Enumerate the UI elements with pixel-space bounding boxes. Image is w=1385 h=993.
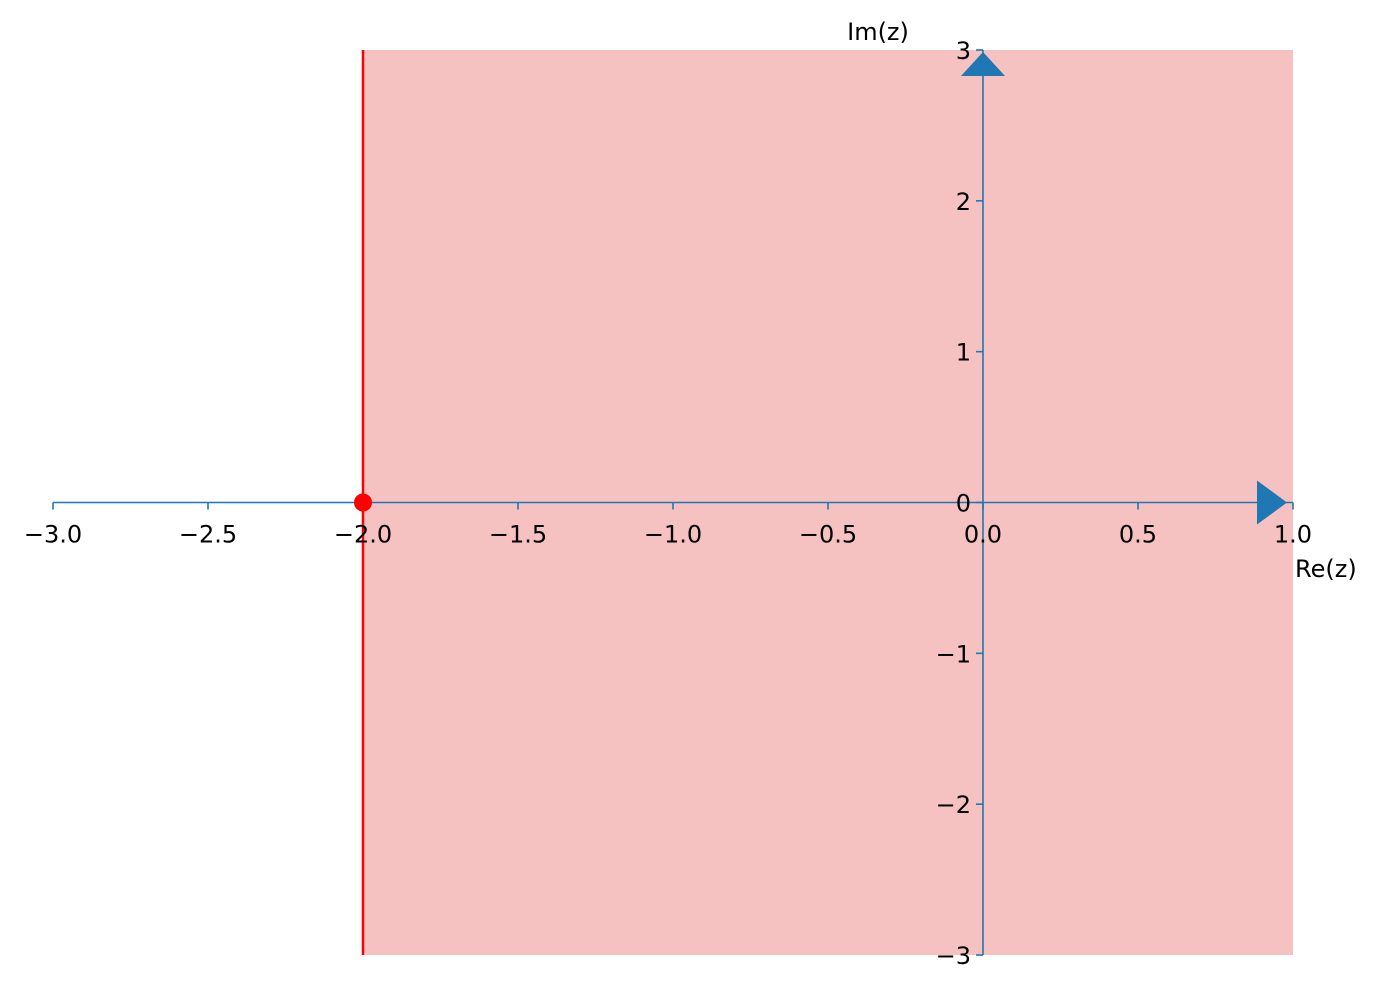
x-tick-label: −1.5 xyxy=(489,521,547,549)
y-axis-arrow xyxy=(961,52,1005,76)
y-tick-label: 3 xyxy=(956,37,971,65)
x-tick-label: −0.5 xyxy=(799,521,857,549)
x-axis-arrow xyxy=(1257,480,1287,525)
x-axis-label: Re(z) xyxy=(1295,555,1357,583)
y-tick-label: 2 xyxy=(956,188,971,216)
x-tick-label: 0.0 xyxy=(964,521,1002,549)
y-tick-label: 1 xyxy=(956,339,971,367)
point xyxy=(354,493,372,512)
y-tick-label: −2 xyxy=(936,791,971,819)
x-tick-label: −2.5 xyxy=(179,521,237,549)
x-tick-label: 0.5 xyxy=(1119,521,1157,549)
y-tick-label: 0 xyxy=(956,490,971,518)
y-axis-label: Im(z) xyxy=(847,18,909,46)
x-tick-label: −2.0 xyxy=(334,521,392,549)
y-tick-label: −3 xyxy=(936,942,971,970)
x-tick-label: 1.0 xyxy=(1274,521,1312,549)
x-tick-label: −1.0 xyxy=(644,521,702,549)
y-tick-label: −1 xyxy=(936,640,971,668)
x-tick-label: −3.0 xyxy=(24,521,82,549)
